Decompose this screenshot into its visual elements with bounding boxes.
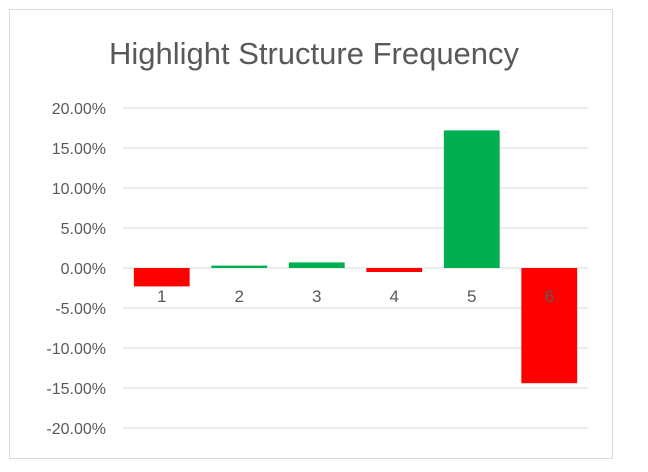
chart-title: Highlight Structure Frequency	[109, 36, 520, 71]
bar-6	[521, 268, 578, 384]
y-tick-label: -15.00%	[46, 381, 106, 398]
y-tick-label: 5.00%	[61, 221, 106, 238]
bar-2	[211, 265, 268, 268]
y-tick-label: 0.00%	[61, 261, 106, 278]
y-tick-label: -20.00%	[46, 421, 106, 438]
bar-1	[133, 268, 190, 287]
x-tick-label: 2	[235, 287, 244, 306]
bar-5	[443, 130, 500, 268]
bars	[133, 130, 578, 384]
bar-3	[288, 262, 345, 268]
bar-4	[366, 268, 423, 272]
x-tick-label: 3	[312, 287, 321, 306]
x-axis-tick-labels: 1 2 3 4 5 6	[157, 287, 554, 306]
x-tick-label: 5	[467, 287, 476, 306]
chart-frame	[9, 9, 613, 459]
y-tick-label: 15.00%	[52, 141, 106, 158]
y-tick-label: 20.00%	[52, 101, 106, 118]
gridlines	[123, 107, 588, 429]
y-axis-tick-labels: 20.00% 15.00% 10.00% 5.00% 0.00% -5.00% -10.00…	[46, 101, 106, 438]
x-tick-label: 1	[157, 287, 166, 306]
x-tick-label: 6	[545, 287, 554, 306]
x-tick-label: 4	[390, 287, 399, 306]
y-tick-label: -10.00%	[46, 341, 106, 358]
y-tick-label: 10.00%	[52, 181, 106, 198]
y-tick-label: -5.00%	[55, 301, 106, 318]
